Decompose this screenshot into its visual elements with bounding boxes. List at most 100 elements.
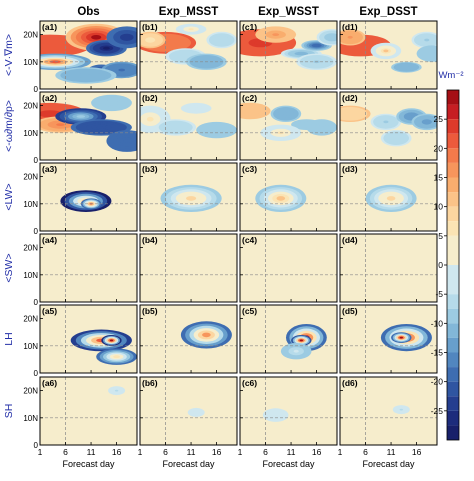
panel-label: (a1) bbox=[42, 22, 57, 32]
x-tick-label: 16 bbox=[312, 447, 322, 457]
panel-background bbox=[340, 377, 437, 445]
panel-label: (d5) bbox=[342, 306, 358, 316]
y-tick-label: 10N bbox=[23, 342, 38, 351]
panel-frame bbox=[39, 304, 138, 374]
panel-2-4: (b4) bbox=[139, 233, 238, 303]
colorbar-tick-label: -15 bbox=[431, 348, 444, 358]
y-tick-label: 0 bbox=[34, 85, 39, 94]
colorbar-segment bbox=[447, 119, 459, 134]
colorbar-segment bbox=[447, 410, 459, 426]
panel-frame bbox=[339, 20, 438, 90]
y-tick-label: 20N bbox=[23, 315, 38, 324]
colorbar-tick-label: 10 bbox=[434, 202, 444, 212]
panel-frame bbox=[339, 376, 438, 446]
panel-label: (c2) bbox=[242, 93, 257, 103]
y-tick-label: 10N bbox=[23, 414, 38, 423]
contour-level-1-6 bbox=[202, 332, 211, 338]
panel-label: (a4) bbox=[42, 235, 57, 245]
panel-label: (b6) bbox=[142, 378, 158, 388]
panel-label: (b4) bbox=[142, 235, 158, 245]
contour-field bbox=[260, 406, 292, 424]
colorbar-segment bbox=[447, 265, 459, 295]
contour-field bbox=[160, 184, 222, 212]
panel-4-3: (d3) bbox=[339, 162, 438, 232]
contour-level-6-6 bbox=[188, 28, 194, 31]
contour-level-2-6 bbox=[283, 112, 289, 116]
contour-level-2-6 bbox=[272, 33, 280, 36]
y-tick-label: 10N bbox=[23, 129, 38, 138]
contour-level-3-6 bbox=[113, 355, 120, 359]
panel-frame bbox=[139, 376, 238, 446]
contour-level-3-6 bbox=[383, 49, 389, 53]
panel-3-3: (c3) bbox=[239, 162, 338, 232]
contour-level-1-6 bbox=[386, 196, 396, 201]
contour-level-3-6 bbox=[293, 349, 299, 353]
contour-field bbox=[255, 184, 307, 212]
panel-frame bbox=[39, 162, 138, 232]
x-tick-label: 1 bbox=[38, 447, 43, 457]
panel-3-1: (c1) bbox=[239, 20, 338, 90]
x-tick-label: 11 bbox=[187, 447, 196, 457]
contour-level-3-6 bbox=[182, 55, 190, 58]
colorbar-segment bbox=[447, 352, 459, 368]
x-axis-label: Forecast day bbox=[162, 459, 215, 469]
panel-frame bbox=[39, 91, 138, 161]
x-tick-label: 6 bbox=[63, 447, 68, 457]
colorbar-tick-label: -20 bbox=[431, 377, 444, 387]
panel-4-2: (d2) bbox=[339, 91, 438, 161]
column-title: Obs bbox=[77, 6, 99, 18]
y-tick-label: 20N bbox=[23, 173, 38, 182]
x-tick-label: 11 bbox=[87, 447, 96, 457]
panel-frame bbox=[239, 20, 338, 90]
colorbar-segment bbox=[447, 133, 459, 149]
panel-frame bbox=[139, 233, 238, 303]
contour-field bbox=[140, 102, 237, 139]
panel-frame bbox=[339, 233, 438, 303]
panel-frame bbox=[239, 91, 338, 161]
panel-background bbox=[240, 234, 337, 302]
colorbar-segment bbox=[447, 221, 459, 236]
row-label: <-V·∇m> bbox=[3, 34, 15, 76]
panel-frame bbox=[39, 233, 138, 303]
panel-1-5: (a5) 0 10N 20N bbox=[23, 304, 138, 378]
colorbar-segment bbox=[447, 162, 459, 178]
contour-field bbox=[340, 29, 437, 73]
contour-level-4-6 bbox=[319, 126, 325, 129]
colorbar: 25 20 15 10 5 0 -5 -10 -15 -20 -25 Wm⁻² bbox=[431, 70, 464, 441]
contour-level-6-6 bbox=[108, 101, 115, 105]
y-tick-label: 20N bbox=[23, 31, 38, 40]
panel-label: (c1) bbox=[242, 22, 257, 32]
contour-level-1-6 bbox=[114, 389, 119, 392]
contour-level-2-6 bbox=[383, 120, 389, 124]
y-tick-label: 0 bbox=[34, 369, 39, 378]
contour-level-1-6 bbox=[346, 112, 354, 116]
colorbar-segment bbox=[447, 425, 459, 440]
contour-level-1-6 bbox=[43, 43, 57, 48]
y-tick-label: 10N bbox=[23, 58, 38, 67]
panel-frame bbox=[239, 304, 338, 374]
panel-background bbox=[40, 234, 137, 302]
panel-grid: (a1)010N20N(a2)010N20N(a3)010N20N(a4)010… bbox=[23, 20, 438, 469]
contour-field bbox=[40, 23, 137, 84]
contour-field bbox=[106, 385, 127, 396]
panel-label: (c3) bbox=[242, 164, 257, 174]
panel-1-3: (a3) 0 10N 20N bbox=[23, 162, 138, 236]
contour-level-2-6 bbox=[299, 339, 303, 342]
contour-level-1-6 bbox=[194, 411, 198, 414]
y-tick-label: 10N bbox=[23, 271, 38, 280]
contour-level-4-6 bbox=[193, 107, 199, 110]
contour-level-3-6 bbox=[76, 115, 86, 118]
panel-frame bbox=[339, 162, 438, 232]
contour-level-5-6 bbox=[123, 139, 131, 143]
contour-field bbox=[380, 324, 432, 352]
contour-level-1-6 bbox=[186, 196, 197, 201]
panel-label: (d1) bbox=[342, 22, 358, 32]
contour-level-2-6 bbox=[172, 126, 180, 129]
colorbar-tick-label: 25 bbox=[434, 114, 444, 124]
panel-frame bbox=[139, 304, 238, 374]
x-tick-label: 1 bbox=[238, 447, 243, 457]
contour-field bbox=[391, 404, 412, 415]
